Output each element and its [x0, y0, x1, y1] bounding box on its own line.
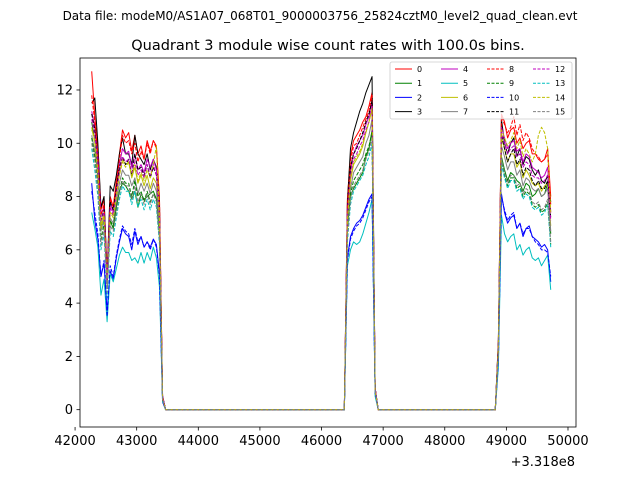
- x-offset-text: +3.318e8: [511, 455, 575, 470]
- legend-label-4: 4: [463, 65, 468, 74]
- x-tick-label-49000: 49000: [486, 434, 527, 449]
- y-tick-label-10: 10: [56, 137, 73, 152]
- x-tick-label-44000: 44000: [178, 434, 219, 449]
- legend-label-14: 14: [555, 93, 565, 102]
- x-tick-label-47000: 47000: [362, 434, 403, 449]
- legend-label-2: 2: [417, 93, 422, 102]
- legend-box: [389, 61, 573, 120]
- legend-label-5: 5: [463, 79, 468, 88]
- chart-suptitle: Data file: modeM0/AS1A07_068T01_90000037…: [63, 9, 578, 23]
- chart-title: Quadrant 3 module wise count rates with …: [131, 38, 525, 54]
- legend-label-1: 1: [417, 79, 422, 88]
- x-tick-label-46000: 46000: [301, 434, 342, 449]
- y-tick-label-12: 12: [56, 83, 73, 98]
- y-tick-label-4: 4: [65, 297, 73, 312]
- plot-area: [91, 71, 552, 411]
- x-tick-label-42000: 42000: [54, 434, 95, 449]
- y-tick-label-2: 2: [65, 350, 73, 365]
- legend-label-11: 11: [509, 108, 519, 117]
- legend-label-7: 7: [463, 108, 468, 117]
- series-line-3: [91, 76, 552, 411]
- y-tick-label-6: 6: [65, 243, 73, 258]
- y-tick-label-8: 8: [65, 190, 73, 205]
- x-tick-label-45000: 45000: [239, 434, 280, 449]
- y-tick-label-0: 0: [65, 403, 73, 418]
- x-tick-label-50000: 50000: [547, 434, 588, 449]
- legend-label-13: 13: [555, 79, 565, 88]
- legend-label-9: 9: [509, 79, 514, 88]
- legend-label-10: 10: [509, 93, 519, 102]
- legend-label-8: 8: [509, 65, 514, 74]
- axes-frame: [79, 57, 577, 428]
- x-tick-label-43000: 43000: [116, 434, 157, 449]
- legend-label-6: 6: [463, 93, 468, 102]
- legend-label-15: 15: [555, 108, 565, 117]
- legend-label-3: 3: [417, 108, 422, 117]
- axes: 42000 43000 44000 45000 46000 47000 48000 49000…: [54, 57, 589, 449]
- legend-label-12: 12: [555, 65, 565, 74]
- series-line-15: [91, 137, 552, 411]
- x-tick-label-48000: 48000: [424, 434, 465, 449]
- legend-label-0: 0: [417, 65, 422, 74]
